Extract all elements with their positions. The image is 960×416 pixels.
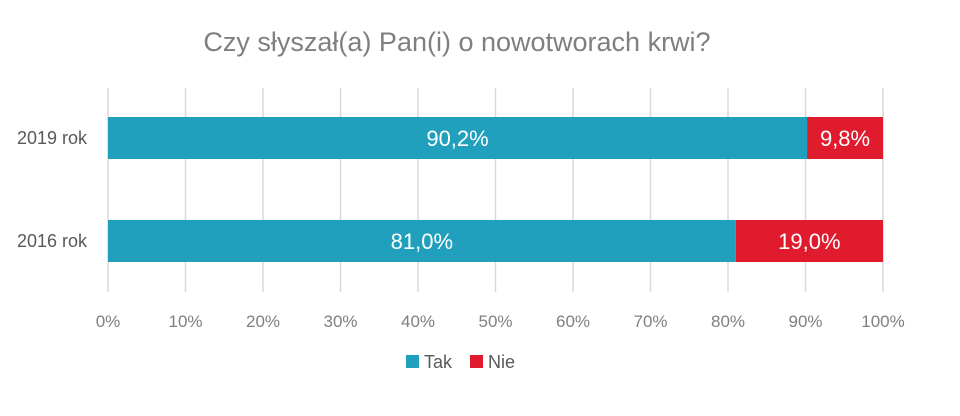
bars: 90,2% 9,8% 81,0% 19,0% [108,117,883,262]
x-tick-label: 20% [246,312,280,331]
bar-nie-1 [735,220,883,262]
x-tick-label: 40% [401,312,435,331]
x-tick-label: 80% [711,312,745,331]
chart-title: Czy słyszał(a) Pan(i) o nowotworach krwi… [203,27,710,57]
data-label: 81,0% [391,229,453,254]
legend-swatch-tak [406,355,419,368]
x-tick-label: 70% [633,312,667,331]
legend-label: Nie [488,352,515,372]
legend-swatch-nie [470,355,483,368]
x-tick-label: 0% [96,312,121,331]
category-label: 2016 rok [17,231,88,251]
category-label: 2019 rok [17,128,88,148]
x-tick-label: 90% [788,312,822,331]
x-tick-label: 60% [556,312,590,331]
legend-label: Tak [424,352,453,372]
data-label: 9,8% [820,126,870,151]
data-label: 19,0% [778,229,840,254]
legend: Tak Nie [406,352,515,372]
bar-tak-0 [108,117,808,159]
bar-tak-1 [108,220,736,262]
x-axis-tick-labels: 0% 10% 20% 30% 40% 50% 60% 70% 80% 90% 100% [96,312,905,331]
category-labels: 2019 rok 2016 rok [17,128,88,251]
bar-nie-0 [807,117,883,159]
data-label: 90,2% [426,126,488,151]
x-tick-label: 10% [168,312,202,331]
x-tick-label: 50% [478,312,512,331]
x-tick-label: 30% [323,312,357,331]
x-tick-label: 100% [861,312,904,331]
